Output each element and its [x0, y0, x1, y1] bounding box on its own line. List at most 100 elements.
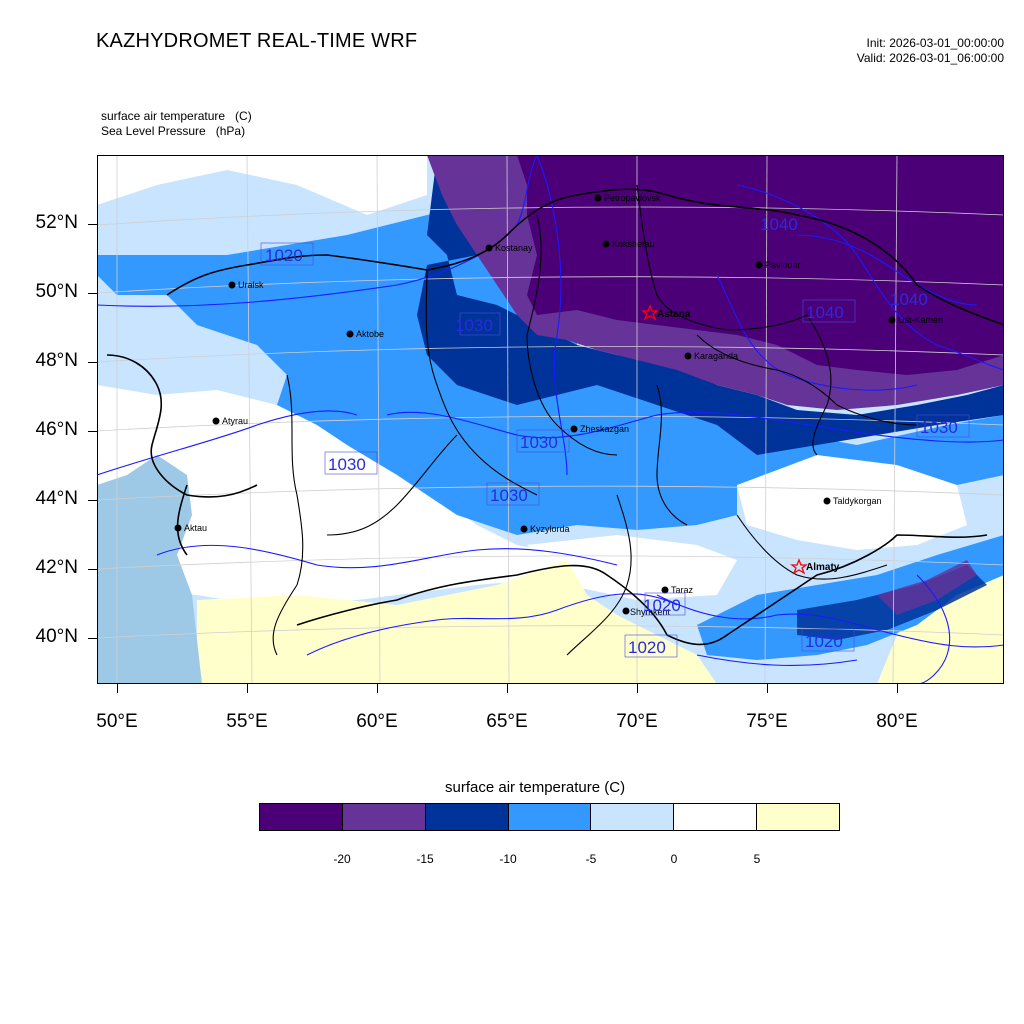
city-astana: Astana	[641, 304, 691, 321]
svg-text:1030: 1030	[455, 316, 493, 335]
map-panel: Petropavlovsk Kostanay Kokshetau Pavloda…	[97, 155, 1004, 684]
legend-tick-label: -10	[499, 852, 517, 866]
legend-swatch	[425, 804, 509, 830]
legend-tick-label: -15	[416, 852, 434, 866]
isobar-label: 1030	[324, 451, 378, 475]
svg-text:Aktau: Aktau	[184, 523, 207, 533]
svg-text:Uralsk: Uralsk	[238, 280, 264, 290]
svg-text:Kostanay: Kostanay	[495, 243, 533, 253]
lat-label-46: 46°N	[35, 419, 78, 440]
svg-text:Kokshetau: Kokshetau	[612, 239, 655, 249]
city-ust-kamen: Ust-Kamen	[888, 315, 943, 325]
lat-label-40: 40°N	[35, 626, 78, 647]
svg-text:1030: 1030	[520, 433, 558, 452]
city-aktau: Aktau	[174, 523, 207, 533]
legend-tick-label: -20	[333, 852, 351, 866]
city-petropavlovsk: Petropavlovsk	[594, 193, 661, 203]
field-descriptions: surface air temperature (C) Sea Level Pr…	[101, 109, 252, 139]
isobar-label: 1030	[516, 429, 570, 453]
isobar-contours	[97, 155, 1004, 684]
city-atyrau: Atyrau	[212, 416, 248, 426]
svg-text:1020: 1020	[805, 632, 843, 651]
city-almaty: Almaty	[790, 558, 840, 575]
lon-label-70: 70°E	[616, 711, 658, 732]
legend-tick-label: 5	[753, 852, 761, 866]
isobar-label: 1030	[916, 414, 970, 438]
lat-label-50: 50°N	[35, 281, 78, 302]
city-markers: Petropavlovsk Kostanay Kokshetau Pavloda…	[174, 193, 943, 617]
lat-label-52: 52°N	[35, 212, 78, 233]
temp-fill-dark-blue	[417, 155, 1004, 455]
lon-label-80: 80°E	[876, 711, 918, 732]
isobar-label: 1030	[455, 312, 501, 336]
lon-label-75: 75°E	[746, 711, 788, 732]
isobar-label: 1030	[486, 482, 540, 506]
svg-text:Pavlodar: Pavlodar	[765, 260, 801, 270]
isobar-label: 1040	[802, 299, 856, 323]
field-pressure: Sea Level Pressure (hPa)	[101, 124, 246, 138]
legend-swatch	[342, 804, 426, 830]
city-karaganda: Karaganda	[684, 351, 738, 361]
lon-label-55: 55°E	[226, 711, 268, 732]
city-zheskazgan: Zheskazgan	[570, 424, 629, 434]
isobar-label: 1020	[624, 634, 678, 658]
legend-colorbar	[259, 803, 840, 831]
region-borders	[272, 184, 918, 656]
svg-text:1030: 1030	[920, 418, 958, 437]
svg-text:1040: 1040	[760, 215, 798, 234]
city-kokshetau: Kokshetau	[602, 239, 655, 249]
svg-text:Atyrau: Atyrau	[222, 416, 248, 426]
lon-label-65: 65°E	[486, 711, 528, 732]
svg-text:Shymkent: Shymkent	[630, 607, 671, 617]
caspian-sea	[97, 455, 202, 684]
valid-time: Valid: 2026-03-01_06:00:00	[856, 51, 1004, 65]
svg-text:Taraz: Taraz	[671, 585, 694, 595]
city-uralsk: Uralsk	[228, 280, 264, 290]
svg-text:1030: 1030	[328, 455, 366, 474]
svg-text:1040: 1040	[806, 303, 844, 322]
isobar-label: 1020	[643, 592, 686, 616]
svg-text:1020: 1020	[643, 596, 681, 615]
isobar-label: 1020	[260, 242, 314, 266]
legend-tick-label: -5	[585, 852, 597, 866]
lon-label-60: 60°E	[356, 711, 398, 732]
lat-label-44: 44°N	[35, 488, 78, 509]
svg-text:1030: 1030	[490, 486, 528, 505]
svg-text:Taldykorgan: Taldykorgan	[833, 496, 882, 506]
field-temperature: surface air temperature (C)	[101, 109, 252, 123]
isobar-labels: 1020 1030 1030 1030 1030 1030 1040 1040 …	[260, 215, 970, 658]
svg-text:1040: 1040	[890, 290, 928, 309]
legend-tick-label: 0	[670, 852, 678, 866]
legend-swatch	[260, 804, 343, 830]
map-frame	[97, 155, 1004, 684]
legend-swatch	[508, 804, 592, 830]
svg-text:Petropavlovsk: Petropavlovsk	[604, 193, 661, 203]
city-taldykorgan: Taldykorgan	[823, 496, 882, 506]
legend-title: surface air temperature (C)	[445, 779, 626, 796]
country-borders	[106, 188, 1004, 646]
init-time: Init: 2026-03-01_00:00:00	[866, 36, 1004, 50]
svg-text:Almaty: Almaty	[806, 562, 840, 573]
svg-text:1020: 1020	[265, 246, 303, 265]
city-kostanay: Kostanay	[485, 243, 533, 253]
city-taraz: Taraz	[661, 585, 694, 595]
svg-text:Kyzylorda: Kyzylorda	[530, 524, 570, 534]
svg-text:Astana: Astana	[657, 309, 691, 320]
map-canvas: Petropavlovsk Kostanay Kokshetau Pavloda…	[97, 155, 1004, 684]
city-aktobe: Aktobe	[346, 329, 384, 339]
lon-label-50: 50°E	[96, 711, 138, 732]
svg-text:Zheskazgan: Zheskazgan	[580, 424, 629, 434]
map-title: KAZHYDROMET REAL-TIME WRF	[96, 30, 418, 52]
lat-label-42: 42°N	[35, 557, 78, 578]
lat-label-48: 48°N	[35, 350, 78, 371]
temp-fill-white-southeast	[737, 455, 967, 550]
city-kyzylorda: Kyzylorda	[520, 524, 570, 534]
isobar-label: 1040	[890, 290, 928, 309]
city-pavlodar: Pavlodar	[755, 260, 801, 270]
legend-swatch	[674, 804, 758, 830]
city-shymkent: Shymkent	[622, 607, 671, 617]
svg-text:Karaganda: Karaganda	[694, 351, 738, 361]
legend-swatch	[757, 804, 840, 830]
svg-text:Ust-Kamen: Ust-Kamen	[898, 315, 943, 325]
isobar-label: 1030	[537, 485, 575, 504]
